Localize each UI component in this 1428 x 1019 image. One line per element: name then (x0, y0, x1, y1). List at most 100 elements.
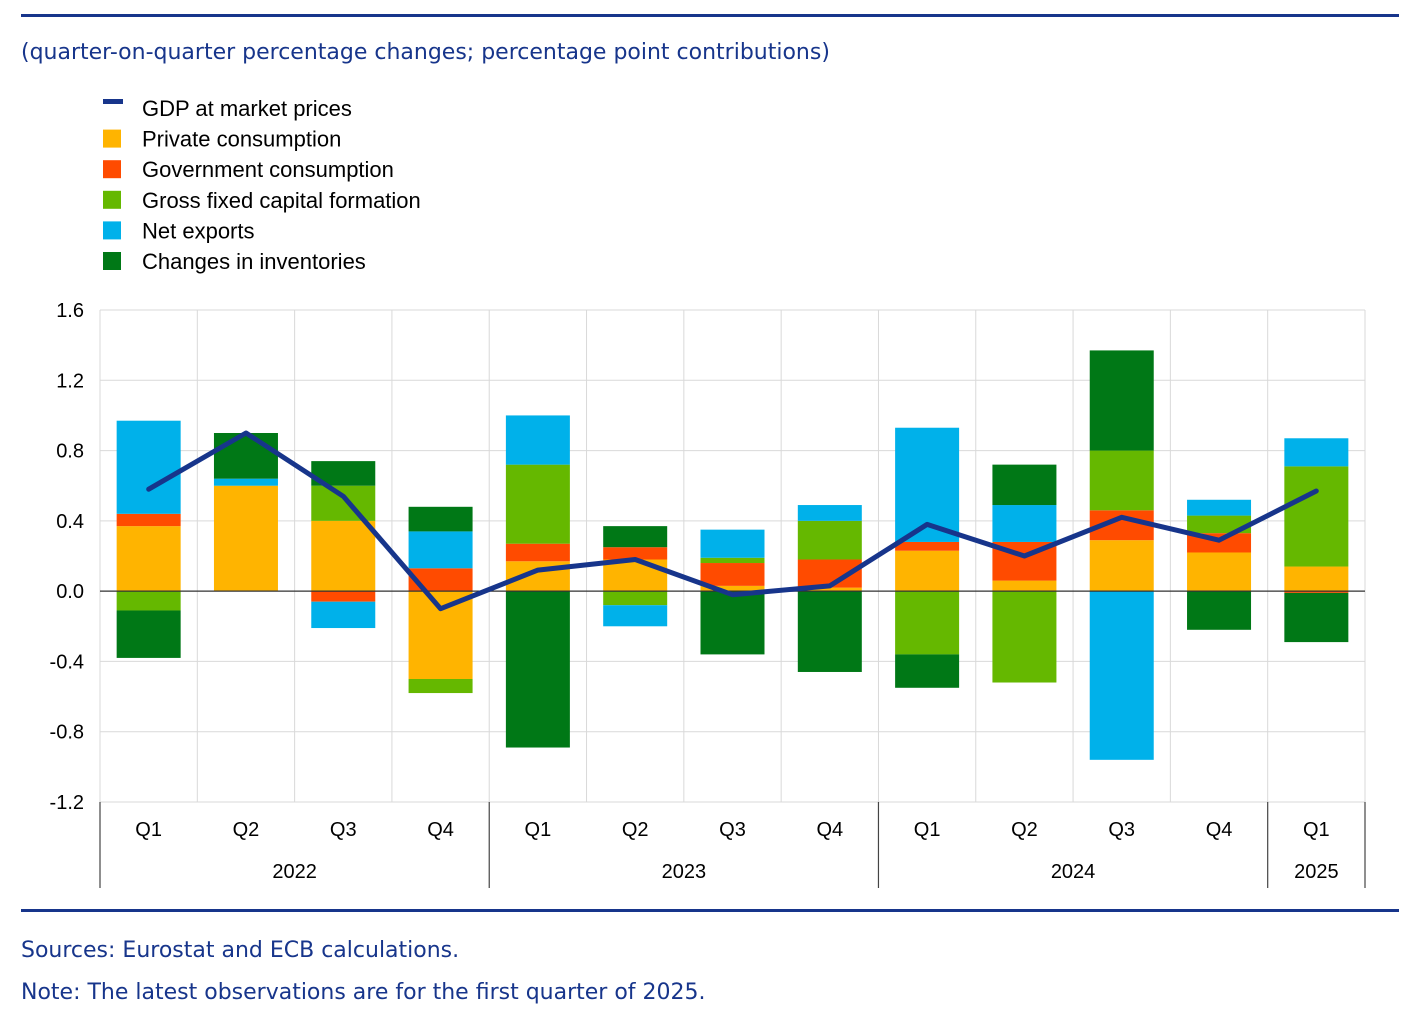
bar-segment-netexports (700, 529, 765, 558)
legend-label: Net exports (142, 218, 255, 243)
sources-note: Sources: Eurostat and ECB calculations. (21, 938, 460, 963)
bar-segment-netexports (311, 601, 376, 629)
year-label: 2022 (272, 861, 317, 883)
year-label: 2025 (1294, 861, 1339, 883)
bar-segment-inventories (1187, 591, 1252, 630)
x-tick-label: Q1 (525, 819, 552, 841)
bar-segment-private (797, 587, 862, 592)
y-tick-label: -0.4 (50, 651, 84, 673)
bar-segment-private (213, 485, 278, 592)
x-tick-label: Q3 (1108, 819, 1135, 841)
bar-segment-government (603, 547, 668, 560)
y-tick-label: 1.2 (56, 370, 84, 392)
x-tick-label: Q1 (135, 819, 162, 841)
x-tick-label: Q2 (1011, 819, 1038, 841)
legend-swatch (103, 129, 121, 148)
legend-label: Private consumption (142, 127, 341, 152)
y-tick-label: -0.8 (50, 722, 84, 744)
chart-legend: GDP at market prices Private consumption G… (103, 96, 421, 274)
bar-segment-gfcf (505, 464, 570, 544)
bar-segment-gfcf (1284, 466, 1349, 567)
legend-swatch-gdp (103, 99, 123, 104)
year-label: 2024 (1051, 861, 1096, 883)
bar-segment-gfcf (116, 591, 181, 611)
x-tick-label: Q3 (330, 819, 357, 841)
x-tick-label: Q3 (719, 819, 746, 841)
legend-label: Changes in inventories (142, 249, 366, 274)
x-tick-label: Q1 (1303, 819, 1330, 841)
bar-segment-gfcf (603, 591, 668, 606)
bar-segment-inventories (603, 526, 668, 548)
bar-segment-government (311, 591, 376, 602)
bar-segment-netexports (505, 415, 570, 465)
top-rule (21, 14, 1399, 17)
bar-segment-private (311, 520, 376, 592)
bar-segment-inventories (700, 591, 765, 655)
latest-observation-note: Note: The latest observations are for th… (21, 980, 706, 1005)
bar-segment-government (505, 543, 570, 562)
legend-swatch (103, 252, 121, 270)
bar-segment-gfcf (895, 591, 960, 655)
bar-segment-netexports (408, 531, 473, 569)
bar-segment-inventories (213, 433, 278, 479)
axes: 1.6 1.2 0.8 0.4 0.0 -0.4 -0.8 -1.2 Q1 Q2 Q3 Q4 Q1 Q2 Q… (50, 300, 1366, 888)
bar-segment-private (116, 526, 181, 592)
x-tick-label: Q4 (427, 819, 454, 841)
bar-segment-gfcf (797, 520, 862, 560)
bar-segment-inventories (992, 464, 1057, 506)
bar-segment-inventories (408, 506, 473, 532)
legend-label: Government consumption (142, 157, 394, 182)
chart-subtitle: (quarter-on-quarter percentage changes; … (21, 40, 830, 65)
bottom-rule (21, 909, 1399, 912)
y-tick-label: 0.4 (56, 511, 84, 533)
grid-lines (99, 309, 1366, 803)
bar-segment-private (992, 580, 1057, 592)
y-tick-label: 1.6 (56, 300, 84, 322)
bar-segment-netexports (116, 420, 181, 514)
bar-segment-gfcf (1187, 515, 1252, 534)
bar-segment-government (1284, 591, 1349, 593)
bar-segment-inventories (797, 591, 862, 672)
x-tick-label: Q4 (1206, 819, 1233, 841)
bar-stacks (116, 350, 1349, 760)
bar-segment-gfcf (311, 485, 376, 521)
y-tick-label: 0.8 (56, 441, 84, 463)
bar-segment-private (1089, 540, 1154, 592)
legend-label: Gross fixed capital formation (142, 188, 421, 213)
bar-segment-private (1284, 566, 1349, 592)
bar-segment-inventories (1089, 350, 1154, 451)
y-tick-label: 0.0 (56, 581, 84, 603)
y-tick-label: -1.2 (50, 792, 84, 814)
bar-segment-inventories (505, 591, 570, 748)
bar-segment-netexports (603, 605, 668, 627)
bar-segment-netexports (797, 505, 862, 521)
legend-swatch (103, 190, 121, 209)
year-label: 2023 (662, 861, 707, 883)
bar-segment-government (116, 513, 181, 527)
bar-segment-gfcf (408, 679, 473, 694)
legend-swatch (103, 221, 121, 240)
bar-segment-government (408, 568, 473, 592)
bar-segment-gfcf (700, 557, 765, 564)
bar-segment-private (1187, 552, 1252, 592)
x-tick-label: Q1 (914, 819, 941, 841)
bar-segment-netexports (1089, 591, 1154, 760)
legend-label: GDP at market prices (142, 96, 352, 121)
bar-segment-netexports (1187, 499, 1252, 516)
gdp-line-group (146, 430, 1319, 612)
bar-segment-inventories (116, 610, 181, 658)
bar-segment-inventories (1284, 592, 1349, 643)
bar-segment-gfcf (992, 591, 1057, 683)
x-tick-label: Q2 (622, 819, 649, 841)
bar-segment-government (895, 541, 960, 551)
legend-swatch (103, 160, 121, 179)
bar-segment-private (408, 591, 473, 679)
x-tick-label: Q4 (816, 819, 843, 841)
bar-segment-inventories (895, 654, 960, 688)
bar-segment-government (700, 563, 765, 586)
bar-segment-gfcf (1089, 450, 1154, 511)
bar-segment-private (700, 585, 765, 592)
bar-segment-netexports (213, 478, 278, 486)
x-tick-label: Q2 (233, 819, 260, 841)
